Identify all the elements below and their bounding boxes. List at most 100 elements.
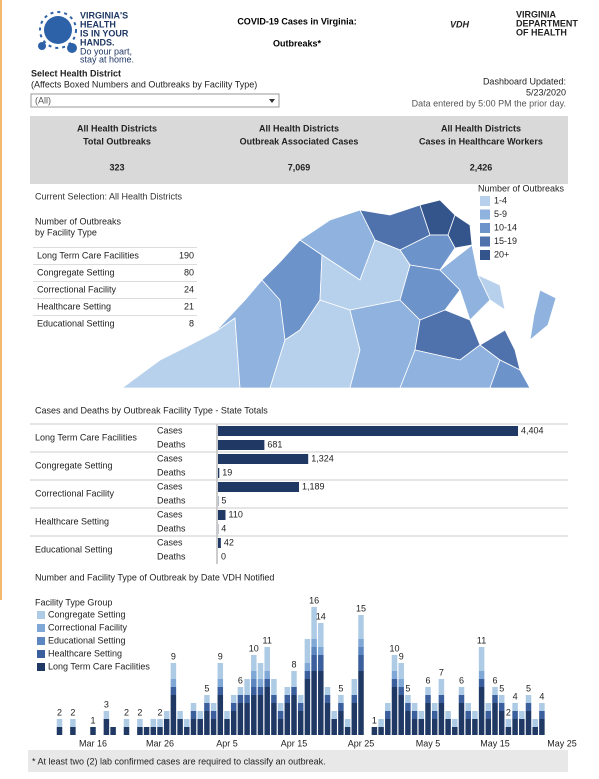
chart-title: Number and Facility Type of Outbreak by …	[35, 572, 274, 582]
bar-segment	[197, 711, 203, 719]
bar-segment	[385, 703, 391, 711]
bar-segment	[431, 719, 438, 735]
selection: Current Selection: All Health Districts	[35, 191, 183, 201]
kpi-value: 7,069	[288, 162, 311, 172]
bar-segment	[284, 687, 291, 695]
bar-segment	[492, 703, 498, 735]
total-label: 10	[249, 643, 259, 653]
total-label: 4	[513, 691, 518, 701]
bar-segment	[230, 695, 237, 703]
kpi-box	[30, 116, 568, 184]
bar-segment	[324, 695, 331, 703]
bar-segment	[217, 687, 224, 695]
bar-segment	[351, 703, 358, 735]
bar-segment	[458, 703, 465, 735]
bar-segment	[411, 703, 418, 711]
bar-segment	[492, 687, 498, 695]
total-label: 2	[506, 707, 511, 717]
bar-segment	[398, 695, 404, 735]
x-tick-label: Mar 26	[146, 738, 174, 748]
series-label: Deaths	[157, 439, 186, 449]
bar-segment	[204, 695, 210, 703]
updated-date: 5/23/2020	[526, 87, 566, 97]
total-label: 5	[526, 683, 531, 693]
map	[120, 199, 557, 389]
bar-segment	[257, 687, 264, 695]
total-label: 9	[218, 651, 223, 661]
series-label: Deaths	[157, 467, 186, 477]
bar-segment	[70, 719, 76, 727]
bar-segment	[224, 719, 230, 735]
bar-segment	[163, 711, 170, 719]
total-label: 16	[309, 595, 319, 605]
bar-segment	[539, 719, 545, 735]
category-label: Correctional Facility	[35, 488, 115, 498]
bar-segment	[512, 711, 518, 719]
dropdown[interactable]	[30, 93, 280, 108]
bar-segment	[358, 671, 364, 735]
table-title: by Facility Type	[35, 227, 97, 237]
map-legend-label: 10-14	[494, 222, 517, 232]
total-label: 2	[70, 707, 75, 717]
total-label: 10	[389, 643, 399, 653]
bar-segment	[230, 711, 237, 735]
bar-segment	[170, 679, 177, 687]
bar-segment	[318, 623, 324, 647]
bar-segment	[217, 679, 224, 687]
bar-segment	[391, 655, 398, 671]
bar-segment	[425, 695, 431, 703]
kpi-label: Cases in Healthcare Workers	[419, 136, 543, 146]
total-label: 6	[425, 675, 430, 685]
bar-segment	[237, 695, 244, 703]
bar-segment	[438, 703, 445, 735]
total-label: 2	[137, 707, 142, 717]
chart-title: Cases and Deaths by Outbreak Facility Ty…	[35, 405, 268, 415]
bar-segment	[170, 695, 177, 735]
table-label: Correctional Facility	[37, 284, 117, 294]
legend-swatch	[37, 637, 45, 645]
bar	[218, 510, 226, 520]
category-label: Long Term Care Facilities	[35, 432, 137, 442]
total-label: 3	[104, 699, 109, 709]
bar-segment	[519, 711, 525, 719]
kpi-label: All Health Districts	[77, 123, 157, 133]
total-label: 9	[399, 651, 404, 661]
bar-segment	[251, 655, 257, 671]
bar-segment	[103, 711, 110, 719]
series-label: Deaths	[157, 523, 186, 533]
bar-segment	[157, 719, 163, 727]
bar-segment	[251, 671, 257, 679]
bar-segment	[251, 687, 257, 695]
bar-segment	[190, 703, 197, 711]
bar-segment	[539, 703, 545, 711]
bar	[218, 454, 309, 464]
legend-label: Educational Setting	[48, 635, 126, 645]
logo-text: IS IN YOUR	[80, 28, 129, 38]
table-label: Congregate Setting	[37, 267, 115, 277]
value-label: 110	[228, 509, 242, 519]
bar-segment	[197, 719, 203, 735]
bar	[218, 482, 299, 492]
bar-segment	[358, 655, 364, 671]
bar-segment	[472, 711, 478, 719]
bar-segment	[431, 703, 438, 711]
legend-swatch	[37, 650, 45, 658]
bar-segment	[257, 695, 264, 735]
bar-segment	[190, 719, 197, 735]
bar-segment	[391, 679, 398, 687]
bar-segment	[311, 607, 317, 639]
map-legend-label: 20+	[494, 249, 509, 259]
bar-segment	[452, 719, 458, 727]
dropdown-value[interactable]: (All)	[35, 95, 51, 105]
bar-segment	[251, 679, 257, 687]
bar-segment	[458, 695, 465, 703]
dropdown-arrow[interactable]	[269, 99, 275, 103]
total-label: 6	[492, 675, 497, 685]
bar-segment	[311, 647, 317, 655]
bar-segment	[224, 711, 230, 719]
bar-segment	[331, 719, 337, 735]
total-label: 8	[291, 659, 296, 669]
bar-segment	[318, 655, 324, 671]
logo	[38, 11, 77, 53]
